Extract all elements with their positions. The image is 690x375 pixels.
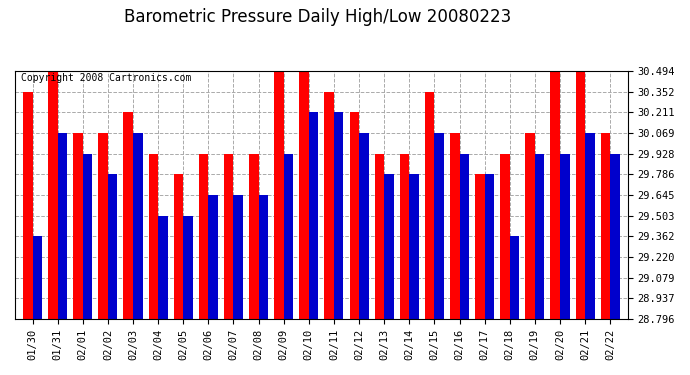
Text: Copyright 2008 Cartronics.com: Copyright 2008 Cartronics.com — [21, 73, 192, 83]
Bar — [551, 71, 560, 319]
Bar — [73, 133, 83, 319]
Bar — [259, 195, 268, 319]
Bar — [484, 174, 494, 319]
Bar — [535, 153, 544, 319]
Bar — [158, 216, 168, 319]
Bar — [99, 133, 108, 319]
Bar — [58, 133, 67, 319]
Text: Barometric Pressure Daily High/Low 20080223: Barometric Pressure Daily High/Low 20080… — [124, 8, 511, 26]
Bar — [425, 92, 435, 319]
Bar — [208, 195, 218, 319]
Bar — [460, 153, 469, 319]
Bar — [500, 153, 510, 319]
Bar — [48, 71, 58, 319]
Bar — [32, 236, 42, 319]
Bar — [233, 195, 243, 319]
Bar — [384, 174, 394, 319]
Bar — [525, 133, 535, 319]
Bar — [199, 153, 208, 319]
Bar — [124, 112, 133, 319]
Bar — [334, 112, 344, 319]
Bar — [184, 216, 193, 319]
Bar — [400, 153, 409, 319]
Bar — [284, 153, 293, 319]
Bar — [224, 153, 233, 319]
Bar — [274, 71, 284, 319]
Bar — [133, 133, 143, 319]
Bar — [610, 153, 620, 319]
Bar — [324, 92, 334, 319]
Bar — [309, 112, 318, 319]
Bar — [375, 153, 384, 319]
Bar — [475, 174, 484, 319]
Bar — [174, 174, 184, 319]
Bar — [83, 153, 92, 319]
Bar — [108, 174, 117, 319]
Bar — [601, 133, 610, 319]
Bar — [510, 236, 520, 319]
Bar — [560, 153, 569, 319]
Bar — [450, 133, 460, 319]
Bar — [148, 153, 158, 319]
Bar — [585, 133, 595, 319]
Bar — [23, 92, 32, 319]
Bar — [435, 133, 444, 319]
Bar — [575, 71, 585, 319]
Bar — [359, 133, 368, 319]
Bar — [350, 112, 359, 319]
Bar — [299, 71, 309, 319]
Bar — [249, 153, 259, 319]
Bar — [409, 174, 419, 319]
